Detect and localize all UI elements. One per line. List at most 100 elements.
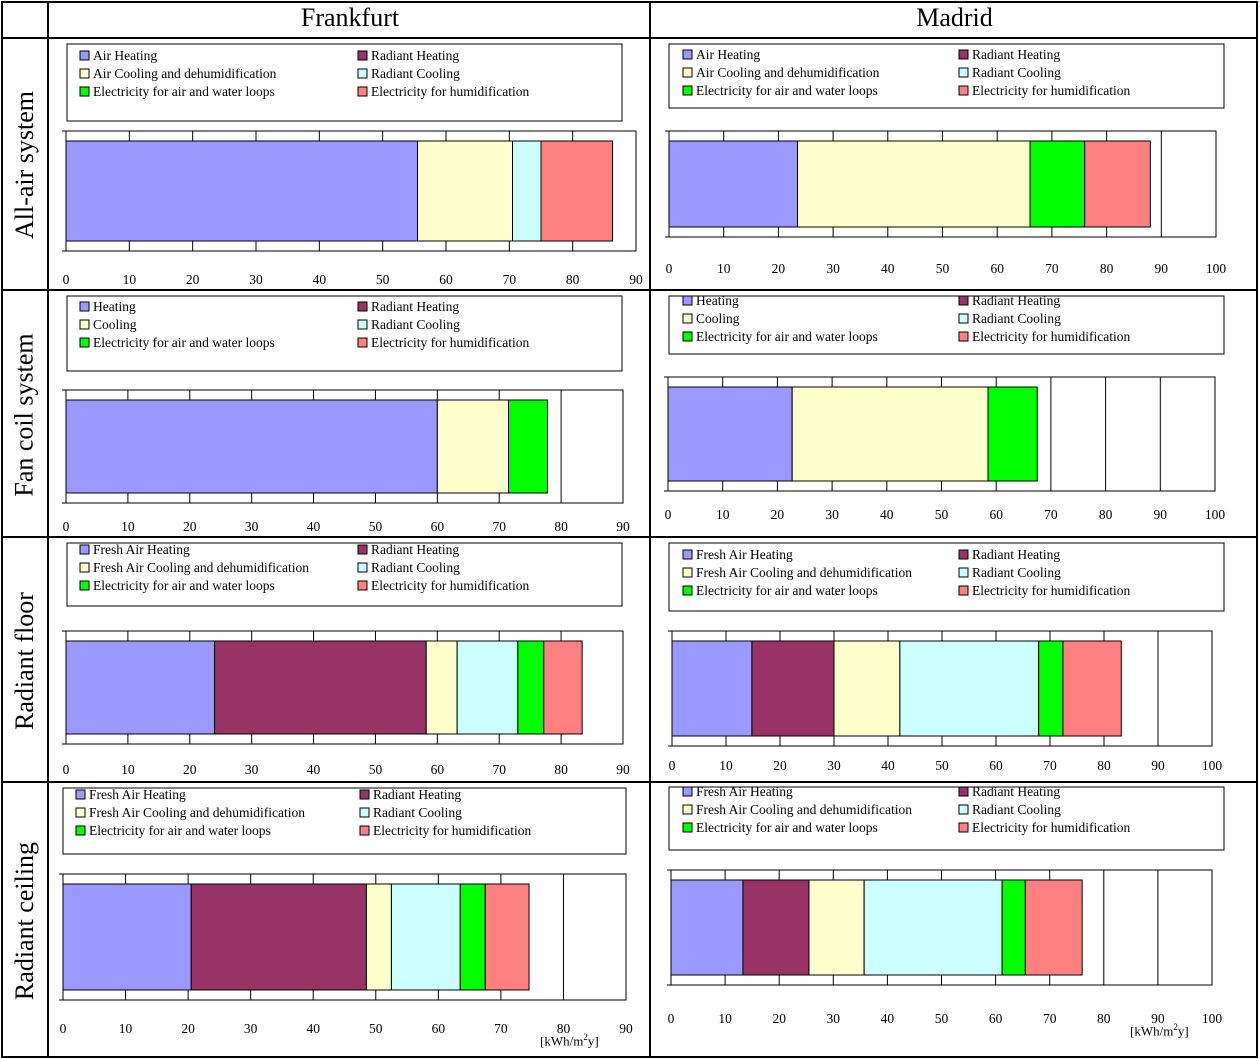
legend-label-cooling: Fresh Air Cooling and dehumidification: [696, 565, 912, 580]
legend-swatch-radiant-heating: [958, 786, 969, 797]
x-tick-label: 20: [181, 1021, 195, 1036]
legend-label-heating: Fresh Air Heating: [696, 547, 793, 562]
legend-swatch-radiant-heating: [359, 789, 370, 800]
x-tick-label: 30: [825, 507, 839, 522]
legend-label-cooling: Cooling: [93, 317, 137, 332]
x-tick-label: 70: [1043, 758, 1057, 773]
bar-segment-electricity-humidification: [484, 883, 530, 991]
row-label-all-air: All-air system: [10, 90, 39, 240]
bar-segment-heating: [65, 640, 216, 735]
x-tick-label: 10: [121, 762, 135, 777]
x-tick-label: 90: [1151, 1011, 1165, 1026]
bar-segment-electricity-humidification: [1084, 140, 1151, 228]
x-tick-label: 20: [771, 507, 785, 522]
legend-swatch-cooling: [682, 313, 693, 324]
x-tick-label: 30: [827, 758, 841, 773]
chart-frankfurt-radiant-floor: Fresh Air Heating Radiant Heating Fresh Ai…: [62, 542, 630, 777]
legend-label-electricity-loops: Electricity for air and water loops: [696, 329, 878, 344]
legend-box: [66, 542, 623, 607]
x-tick-label: 90: [1155, 261, 1169, 276]
x-tick-label: 70: [1044, 507, 1058, 522]
legend-swatch-radiant-heating: [357, 50, 368, 61]
x-tick-label: 60: [990, 261, 1004, 276]
x-tick-label: 30: [244, 1021, 258, 1036]
legend-label-heating: Heating: [93, 299, 136, 314]
bar-segment-electricity-loops: [987, 386, 1038, 482]
legend-swatch-electricity-loops: [682, 85, 693, 96]
bar-segment-heating: [671, 640, 753, 737]
x-tick-label: 90: [616, 762, 630, 777]
x-tick-label: 100: [1202, 758, 1223, 773]
chart-madrid-fan-coil: Heating Radiant Heating Cooling Radiant Coo…: [664, 293, 1225, 522]
legend-swatch-cooling: [682, 804, 693, 815]
x-tick-label: 10: [718, 1011, 732, 1026]
bar-segment-electricity-loops: [1001, 879, 1026, 976]
legend-label-radiant-heating: Radiant Heating: [371, 542, 459, 557]
legend-label-cooling: Air Cooling and dehumidification: [696, 65, 880, 80]
x-tick-label: 80: [557, 1021, 571, 1036]
legend-label-radiant-heating: Radiant Heating: [972, 293, 1060, 308]
x-tick-label: 90: [616, 519, 630, 534]
legend-swatch-electricity-loops: [682, 822, 693, 833]
x-tick-label: 80: [566, 272, 580, 287]
x-tick-label: 90: [1151, 758, 1165, 773]
x-tick-label: 40: [881, 261, 895, 276]
bar-segment-radiant-cooling: [456, 640, 519, 735]
legend-label-radiant-heating: Radiant Heating: [373, 787, 461, 802]
legend-swatch-radiant-cooling: [958, 804, 969, 815]
legend-label-electricity-humidification: Electricity for humidification: [972, 583, 1130, 598]
legend-swatch-radiant-cooling: [958, 567, 969, 578]
x-tick-label: 20: [772, 261, 786, 276]
x-tick-label: 100: [1206, 261, 1227, 276]
x-tick-label: 70: [492, 519, 506, 534]
legend-swatch-heating: [79, 544, 90, 555]
legend-box: [668, 295, 1225, 355]
x-tick-label: 30: [245, 762, 259, 777]
chart-frankfurt-fan-coil: Heating Radiant Heating Cooling Radiant Coo…: [62, 295, 630, 534]
legend-swatch-radiant-cooling: [357, 319, 368, 330]
legend-label-heating: Fresh Air Heating: [696, 784, 793, 799]
x-tick-label: 40: [880, 507, 894, 522]
x-tick-label: 20: [183, 762, 197, 777]
legend-label-electricity-loops: Electricity for air and water loops: [89, 823, 271, 838]
x-tick-label: 50: [935, 507, 949, 522]
legend-label-cooling: Air Cooling and dehumidification: [93, 66, 277, 81]
bar-segment-heating: [65, 140, 418, 242]
legend-swatch-heating: [682, 549, 693, 560]
chart-madrid-radiant-floor: Fresh Air Heating Radiant Heating Fresh Ai…: [668, 542, 1225, 773]
legend-label-electricity-humidification: Electricity for humidification: [371, 84, 529, 99]
legend-box: [66, 295, 623, 372]
x-tick-label: 20: [773, 758, 787, 773]
legend-label-radiant-cooling: Radiant Cooling: [972, 565, 1061, 580]
legend-label-radiant-cooling: Radiant Cooling: [371, 66, 460, 81]
x-tick-label: 10: [119, 1021, 133, 1036]
unit-label-frankfurt: [kWh/m2y]: [540, 1032, 599, 1049]
legend-label-cooling: Fresh Air Cooling and dehumidification: [89, 805, 305, 820]
legend-label-electricity-humidification: Electricity for humidification: [972, 820, 1130, 835]
x-tick-label: 50: [935, 758, 949, 773]
chart-madrid-radiant-ceiling: Fresh Air Heating Radiant Heating Fresh Ai…: [667, 784, 1225, 1026]
x-tick-label: 80: [1097, 1011, 1111, 1026]
unit-label-madrid: [kWh/m2y]: [1130, 1022, 1189, 1039]
legend-swatch-heating: [79, 50, 90, 61]
legend-label-electricity-humidification: Electricity for humidification: [972, 329, 1130, 344]
legend-swatch-cooling: [682, 567, 693, 578]
x-tick-label: 60: [439, 272, 453, 287]
legend-label-electricity-loops: Electricity for air and water loops: [93, 84, 275, 99]
legend-label-electricity-humidification: Electricity for humidification: [371, 578, 529, 593]
legend-label-heating: Heating: [696, 293, 739, 308]
bar-segment-radiant-heating: [742, 879, 810, 976]
legend-label-radiant-cooling: Radiant Cooling: [371, 317, 460, 332]
legend-swatch-electricity-humidification: [357, 86, 368, 97]
legend-swatch-cooling: [79, 319, 90, 330]
x-tick-label: 80: [1099, 507, 1113, 522]
x-tick-label: 60: [989, 1011, 1003, 1026]
legend-label-radiant-heating: Radiant Heating: [972, 784, 1060, 799]
x-tick-label: 0: [63, 272, 70, 287]
legend-swatch-electricity-humidification: [958, 585, 969, 596]
x-tick-label: 60: [989, 758, 1003, 773]
x-tick-label: 40: [313, 272, 327, 287]
legend-label-radiant-cooling: Radiant Cooling: [373, 805, 462, 820]
legend-label-electricity-humidification: Electricity for humidification: [373, 823, 531, 838]
